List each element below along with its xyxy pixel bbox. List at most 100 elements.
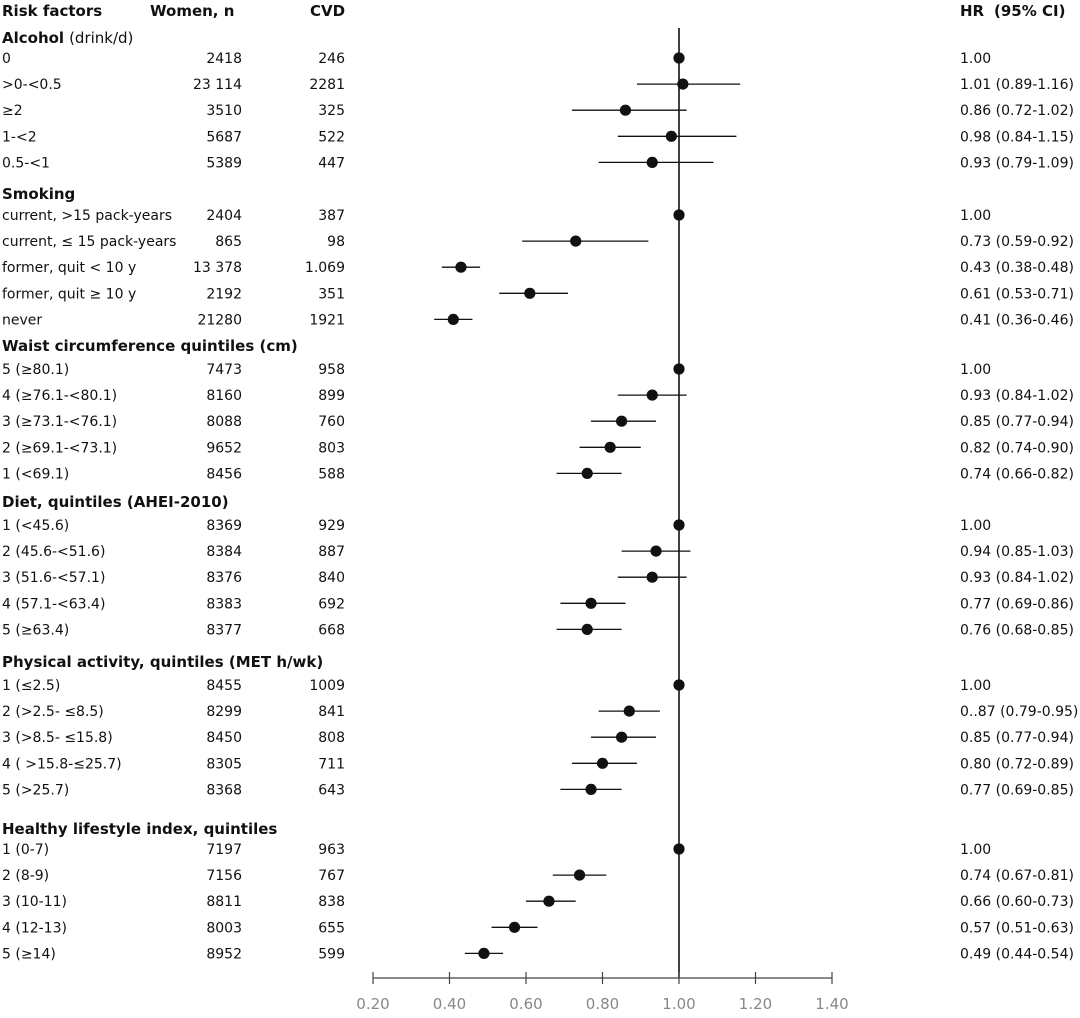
row-cvd-count: 692 [318,596,345,612]
hr-point [455,261,467,273]
row-hr-text: 0.93 (0.84-1.02) [960,388,1074,404]
row-hr-text: 1.00 [960,51,991,67]
hr-point [673,679,685,691]
row-label: 1 (<69.1) [2,466,69,482]
hr-point [508,921,521,933]
row-cvd-count: 767 [318,868,345,884]
row-cvd-count: 447 [318,155,345,171]
row-women-count: 8299 [206,704,242,720]
row-hr-text: 0.98 (0.84-1.15) [960,129,1074,145]
row-women-count: 13 378 [193,260,242,276]
plot-area [434,28,741,978]
row-women-count: 8384 [206,544,242,560]
row-label: >0-<0.5 [2,77,62,93]
row-cvd-count: 1921 [309,312,345,328]
row-label: 2 (45.6-<51.6) [2,544,105,560]
row-hr-text: 0.76 (0.68-0.85) [960,622,1074,638]
hr-point [581,623,593,636]
row-label: 4 (12-13) [2,920,67,936]
row-label: 4 (≥76.1-<80.1) [2,388,117,404]
hr-point [585,597,597,609]
x-tick-label: 1.20 [739,995,772,1013]
row-cvd-count: 840 [318,570,345,586]
header-women-n: Women, n [150,2,234,20]
row-women-count: 8952 [206,946,242,962]
group-title: Physical activity, quintiles (MET h/wk) [2,653,323,671]
row-cvd-count: 808 [318,730,345,746]
row-label: 5 (≥63.4) [2,622,69,638]
header-ci: (95% CI) [994,2,1065,20]
row-cvd-count: 351 [318,286,345,302]
row-women-count: 8305 [206,756,242,772]
hr-point [478,947,490,960]
x-tick-label: 1.40 [815,995,848,1013]
row-cvd-count: 838 [318,894,345,910]
row-hr-text: 0.85 (0.77-0.94) [960,414,1074,430]
x-tick-label: 0.60 [509,995,542,1013]
row-label: current, >15 pack-years [2,208,172,224]
group-title: Smoking [2,185,75,203]
row-cvd-count: 760 [318,414,345,430]
hr-point [573,869,586,881]
x-tick-label: 1.00 [662,995,695,1013]
row-women-count: 7156 [206,868,242,884]
hr-point [524,287,536,299]
hr-point [543,895,555,907]
header-hr: HR [960,2,985,20]
row-women-count: 2404 [206,208,242,224]
row-hr-text: 0.74 (0.66-0.82) [960,466,1074,482]
table-rows: Alcohol (drink/d) 0 2418 246 1.00 >0-<0.5 23 11… [2,29,1078,962]
hr-point [650,545,662,557]
row-women-count: 8450 [206,730,242,746]
row-label: 2 (≥69.1-<73.1) [2,440,117,456]
header-cvd: CVD [310,2,345,20]
row-label: 4 ( >15.8-≤25.7) [2,756,122,772]
row-cvd-count: 655 [318,920,345,936]
hr-point [673,52,685,64]
row-cvd-count: 899 [318,388,345,404]
row-cvd-count: 588 [318,466,345,482]
row-women-count: 2192 [206,286,242,302]
row-label: 5 (≥80.1) [2,362,69,378]
x-tick-label: 0.40 [433,995,466,1013]
row-label: 3 (≥73.1-<76.1) [2,414,117,430]
row-label: former, quit < 10 y [2,260,136,276]
hr-point [585,783,597,796]
header-row: Risk factors Women, n CVD HR (95% CI) [2,2,1065,20]
row-women-count: 9652 [206,440,242,456]
row-cvd-count: 929 [318,518,345,534]
row-hr-text: 0.82 (0.74-0.90) [960,440,1074,456]
group-title-text: Smoking [2,185,75,203]
group-title-text: Healthy lifestyle index, quintiles [2,820,277,838]
row-hr-text: 0.41 (0.36-0.46) [960,312,1074,328]
x-axis: 0.20 0.40 0.60 0.80 1.00 1.20 1.40 [356,972,849,1013]
row-label: never [2,312,42,328]
row-cvd-count: 98 [327,234,345,250]
hr-point [596,757,609,769]
row-women-count: 8003 [206,920,242,936]
row-hr-text: 0.77 (0.69-0.85) [960,782,1074,798]
hr-point [646,389,658,401]
group-title: Diet, quintiles (AHEI-2010) [2,493,229,511]
hr-point [623,705,635,717]
row-cvd-count: 1.069 [305,260,345,276]
row-hr-text: 0.93 (0.79-1.09) [960,155,1074,171]
row-hr-text: 1.00 [960,678,991,694]
row-hr-text: 1.00 [960,842,991,858]
row-label: 5 (>25.7) [2,782,69,798]
row-hr-text: 0..87 (0.79-0.95) [960,704,1078,720]
group-title: Healthy lifestyle index, quintiles [2,820,277,838]
row-cvd-count: 841 [318,704,345,720]
hr-point [673,843,685,855]
row-hr-text: 1.00 [960,362,991,378]
x-tick-label: 0.20 [356,995,389,1013]
row-label: 1-<2 [2,129,37,145]
row-women-count: 23 114 [193,77,242,93]
hr-point [570,235,582,247]
row-label: 2 (>2.5- ≤8.5) [2,704,104,720]
row-label: former, quit ≥ 10 y [2,286,136,302]
row-women-count: 21280 [197,312,242,328]
row-label: 5 (≥14) [2,946,56,962]
row-cvd-count: 246 [318,51,345,67]
row-cvd-count: 958 [318,362,345,378]
